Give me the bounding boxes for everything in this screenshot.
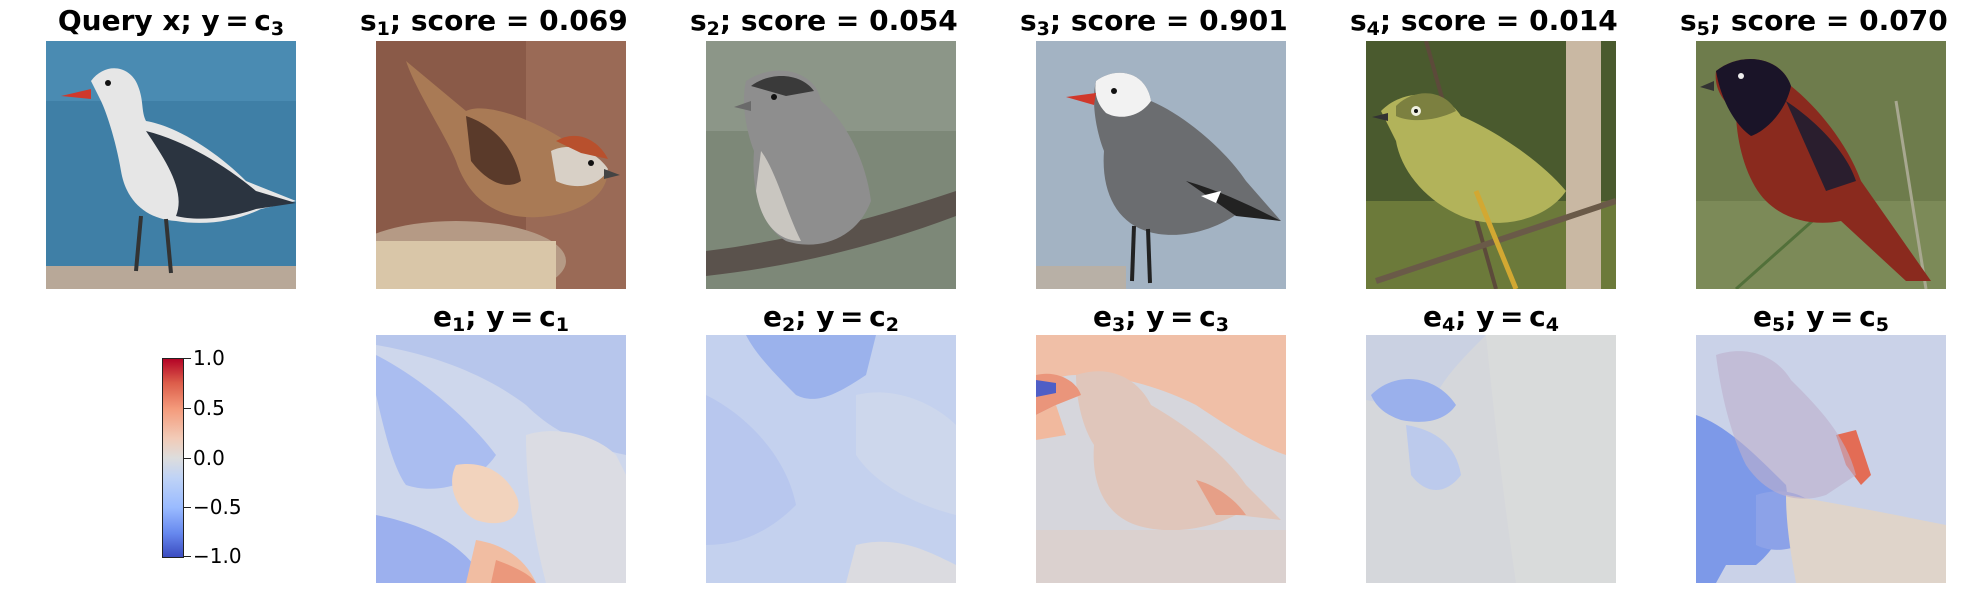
e2-title: e2; y = c2 [763,300,899,336]
colorbar-tick-label: −0.5 [193,495,242,519]
query-title: Query x; y = c3 [57,4,285,40]
s1-image [376,41,626,289]
e4-title: e4; y = c4 [1423,300,1559,336]
colorbar-tick [183,507,191,508]
e1-title: e1; y = c1 [433,300,569,336]
colorbar-tick-label: 0.0 [193,446,225,470]
e4-heatmap [1366,335,1616,583]
s3-title: s3; score = 0.901 [1020,4,1288,40]
e3-heatmap [1036,335,1286,583]
e5-heatmap [1696,335,1946,583]
s4-title: s4; score = 0.014 [1350,4,1618,40]
e5-title: e5; y = c5 [1753,300,1889,336]
colorbar-tick [183,458,191,459]
s2-image [706,41,956,289]
s1-title: s1; score = 0.069 [360,4,628,40]
colorbar-tick-label: 1.0 [193,346,225,370]
s2-title: s2; score = 0.054 [690,4,958,40]
query-image [46,41,296,289]
colorbar-tick-label: −1.0 [193,544,242,568]
s5-title: s5; score = 0.070 [1680,4,1948,40]
colorbar-tick [183,408,191,409]
e1-heatmap [376,335,626,583]
colorbar-tick-label: 0.5 [193,396,225,420]
colorbar-tick [183,358,191,359]
e2-heatmap [706,335,956,583]
colorbar [162,358,184,558]
e3-title: e3; y = c3 [1093,300,1229,336]
s5-image [1696,41,1946,289]
s4-image [1366,41,1616,289]
s3-image [1036,41,1286,289]
colorbar-tick [183,556,191,557]
